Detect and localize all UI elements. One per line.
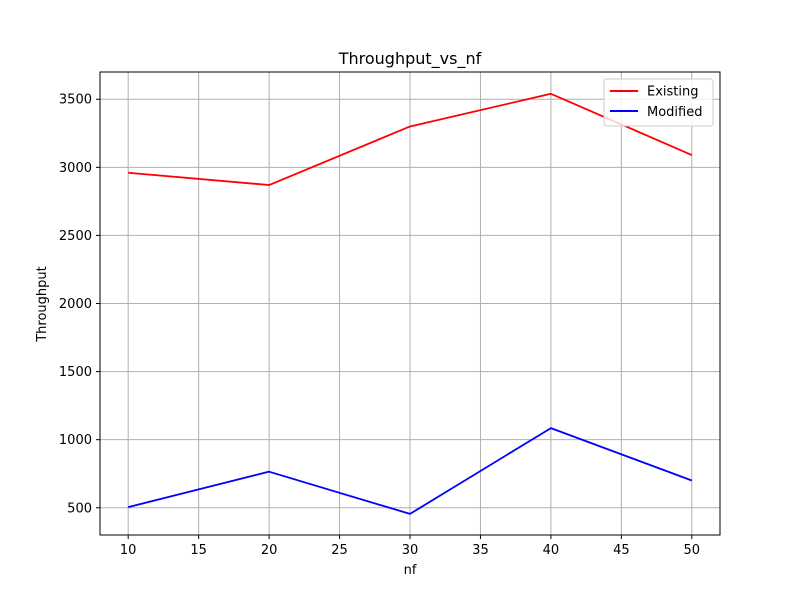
y-tick-label: 3500 [59,93,92,108]
x-tick-label: 10 [120,543,137,558]
y-tick-label: 1500 [59,365,92,380]
x-axis-label: nf [404,563,417,578]
y-tick-label: 1000 [59,433,92,448]
series-line-modified [127,427,693,515]
y-tick-label: 3000 [59,161,92,176]
series-lines [127,92,693,515]
series-line-existing [128,92,693,186]
x-tick-label: 25 [331,543,348,558]
x-tick-label: 30 [402,543,419,558]
grid-lines [100,72,720,535]
legend-label-existing: Existing [647,85,699,100]
x-tick-label: 35 [472,543,489,558]
x-tick-label: 20 [261,543,278,558]
legend-label-modified: Modified [647,105,702,120]
x-tick-label: 45 [613,543,630,558]
y-tick-label: 500 [67,501,92,516]
y-axis-label: Throughput [35,266,50,343]
chart-title: Throughput_vs_nf [338,49,482,69]
y-axis-ticks: 500 1000 1500 2000 2500 3000 3500 [59,93,100,516]
x-axis-ticks: 10 15 20 25 30 35 40 45 50 [120,535,700,558]
x-tick-label: 15 [190,543,207,558]
y-tick-label: 2000 [59,297,92,312]
y-tick-label: 2500 [59,229,92,244]
x-tick-label: 50 [684,543,701,558]
x-tick-label: 40 [543,543,560,558]
legend: Existing Modified [603,78,714,127]
